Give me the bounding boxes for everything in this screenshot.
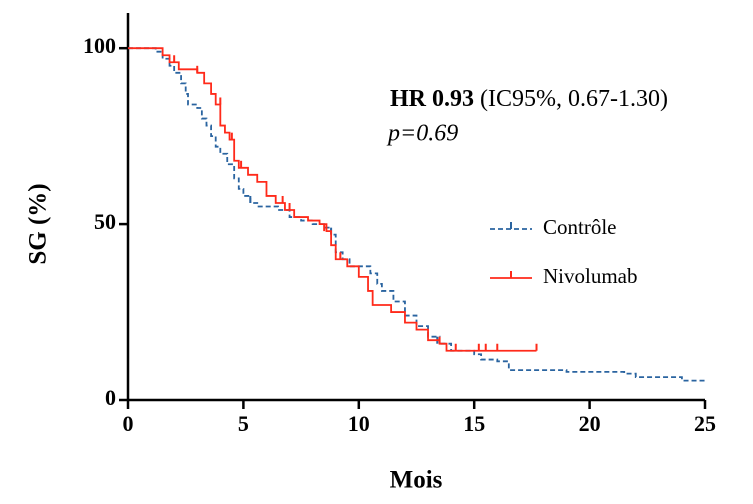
survival-curve xyxy=(128,47,537,352)
x-tick-label: 15 xyxy=(463,411,485,436)
x-tick-label: 20 xyxy=(579,411,601,436)
survival-curve xyxy=(128,47,705,382)
y-tick-label: 0 xyxy=(105,385,116,410)
annotation: HR 0.93 (IC95%, 0.67-1.30) xyxy=(390,86,668,112)
y-tick-label: 50 xyxy=(94,209,116,234)
legend-label: Nivolumab xyxy=(543,264,638,288)
ci: (IC95%, 0.67-1.30) xyxy=(480,86,668,112)
legend-label: Contrôle xyxy=(543,215,617,239)
p-value: p=0.69 xyxy=(386,121,458,147)
hr: HR 0.93 xyxy=(390,86,474,112)
y-tick-label: 100 xyxy=(83,33,116,58)
y-axis-title: SG (%) xyxy=(25,183,52,264)
x-tick-label: 25 xyxy=(694,411,716,436)
x-tick-label: 10 xyxy=(348,411,370,436)
x-tick-label: 0 xyxy=(123,411,134,436)
x-tick-label: 5 xyxy=(238,411,249,436)
x-axis-title: Mois xyxy=(390,467,443,494)
